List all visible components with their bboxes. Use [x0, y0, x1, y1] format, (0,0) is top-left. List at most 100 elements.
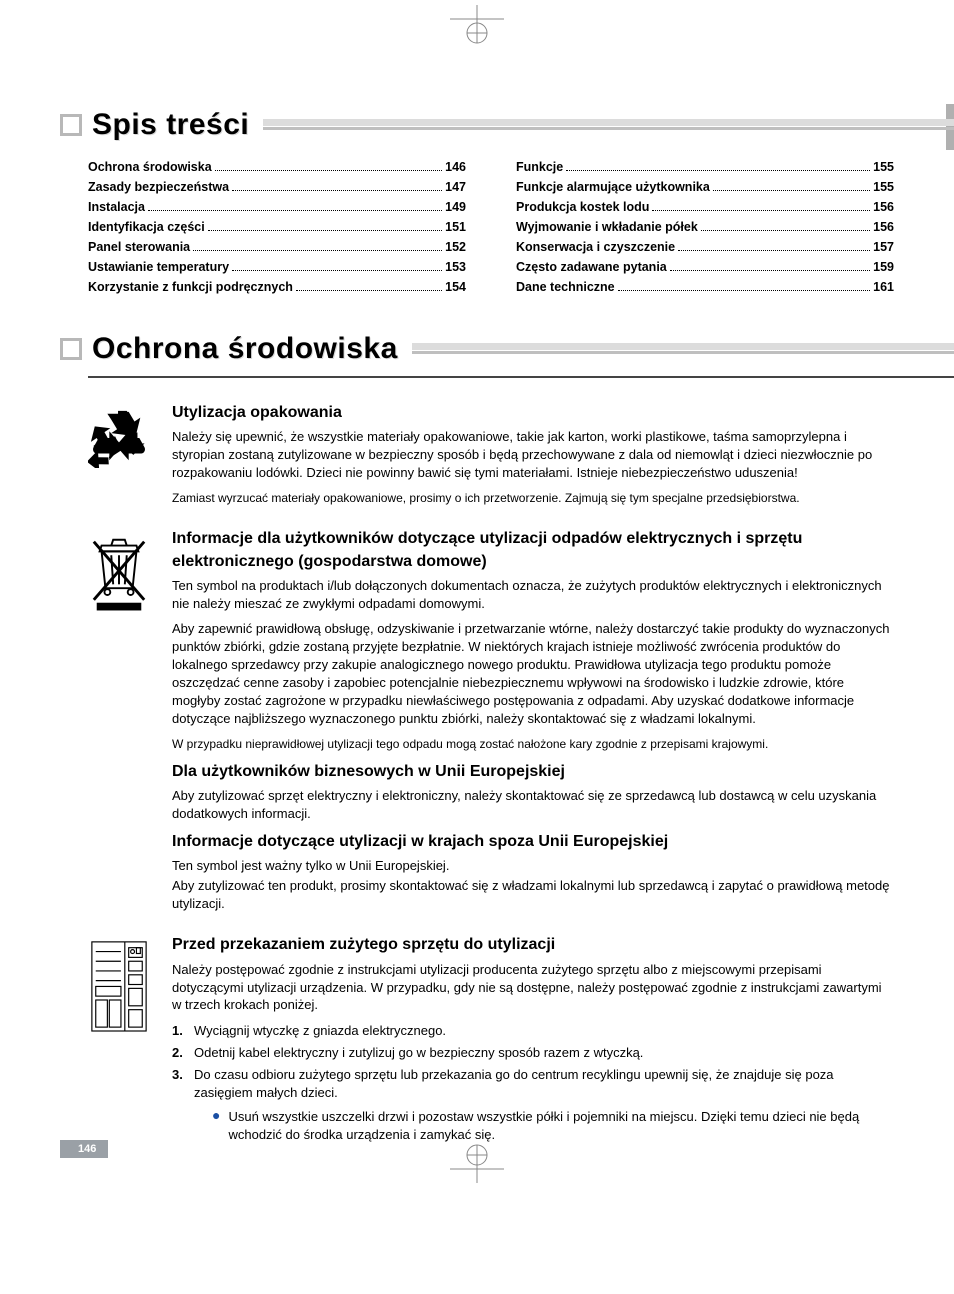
- toc-entry[interactable]: Ustawianie temperatury 153: [88, 260, 466, 274]
- toc-page: 146: [445, 160, 466, 174]
- toc-leader: [193, 250, 442, 251]
- toc-leader: [678, 250, 870, 251]
- toc-page: 147: [445, 180, 466, 194]
- section-heading-env: Ochrona środowiska: [60, 332, 894, 366]
- step-text: Odetnij kabel elektryczny i zutylizuj go…: [194, 1044, 643, 1062]
- toc-label: Produkcja kostek lodu: [516, 200, 649, 214]
- toc-entry[interactable]: Instalacja 149: [88, 200, 466, 214]
- weee-title: Informacje dla użytkowników dotyczące ut…: [172, 528, 894, 572]
- toc-page: 152: [445, 240, 466, 254]
- heading-bullet-icon: [60, 114, 82, 136]
- toc-label: Funkcje: [516, 160, 563, 174]
- toc-leader: [701, 230, 870, 231]
- toc-leader: [232, 270, 442, 271]
- toc-leader: [148, 210, 442, 211]
- toc-label: Ochrona środowiska: [88, 160, 212, 174]
- toc-entry[interactable]: Panel sterowania 152: [88, 240, 466, 254]
- toc-page: 154: [445, 280, 466, 294]
- weee-p1: Ten symbol na produktach i/lub dołączony…: [172, 577, 894, 613]
- toc: Ochrona środowiska 146 Zasady bezpieczeńst…: [60, 152, 894, 314]
- weee-p2: Aby zapewnić prawidłową obsługę, odzyski…: [172, 620, 894, 728]
- heading-bar: [263, 119, 894, 131]
- crop-mark-bottom: [450, 1143, 504, 1183]
- section-heading-toc: Spis treści: [60, 108, 894, 142]
- toc-entry[interactable]: Konserwacja i czyszczenie 157: [516, 240, 894, 254]
- before-steps-list: 1.Wyciągnij wtyczkę z gniazda elektryczn…: [172, 1022, 894, 1102]
- toc-leader: [208, 230, 442, 231]
- step-number: 1.: [172, 1022, 194, 1040]
- toc-label: Wyjmowanie i wkładanie półek: [516, 220, 698, 234]
- step-text: Do czasu odbioru zużytego sprzętu lub pr…: [194, 1066, 894, 1102]
- before-bullet-text: Usuń wszystkie uszczelki drzwi i pozosta…: [228, 1108, 894, 1144]
- toc-page: 157: [873, 240, 894, 254]
- before-title: Przed przekazaniem zużytego sprzętu do u…: [172, 934, 894, 956]
- crop-mark-top: [450, 5, 504, 45]
- toc-label: Funkcje alarmujące użytkownika: [516, 180, 710, 194]
- packaging-title: Utylizacja opakowania: [172, 402, 894, 424]
- toc-page: 155: [873, 180, 894, 194]
- toc-page: 151: [445, 220, 466, 234]
- step-number: 2.: [172, 1044, 194, 1062]
- toc-label: Instalacja: [88, 200, 145, 214]
- noneu-p2: Aby zutylizować ten produkt, prosimy sko…: [172, 877, 894, 913]
- heading-bar: [412, 343, 894, 355]
- toc-page: 153: [445, 260, 466, 274]
- recycle-icon: [88, 406, 150, 468]
- heading-bullet-icon: [60, 338, 82, 360]
- block-weee: Informacje dla użytkowników dotyczące ut…: [60, 518, 894, 924]
- weee-p3: W przypadku nieprawidłowej utylizacji te…: [172, 736, 894, 753]
- toc-label: Dane techniczne: [516, 280, 615, 294]
- heading-title: Spis treści: [92, 108, 249, 142]
- noneu-p1: Ten symbol jest ważny tylko w Unii Europ…: [172, 857, 894, 875]
- toc-entry[interactable]: Korzystanie z funkcji podręcznych154: [88, 280, 466, 294]
- noneu-title: Informacje dotyczące utylizacji w krajac…: [172, 831, 894, 853]
- toc-label: Panel sterowania: [88, 240, 190, 254]
- before-bullet: ● Usuń wszystkie uszczelki drzwi i pozos…: [172, 1108, 894, 1144]
- toc-leader: [652, 210, 870, 211]
- step-text: Wyciągnij wtyczkę z gniazda elektryczneg…: [194, 1022, 446, 1040]
- fridge-icon: [88, 938, 150, 1035]
- toc-entry[interactable]: Identyfikacja części 151: [88, 220, 466, 234]
- heading-underline: [88, 376, 954, 378]
- toc-leader: [670, 270, 870, 271]
- toc-entry[interactable]: Funkcje 155: [516, 160, 894, 174]
- before-intro: Należy postępować zgodnie z instrukcjami…: [172, 961, 894, 1015]
- toc-leader: [713, 190, 870, 191]
- toc-page: 156: [873, 200, 894, 214]
- business-p1: Aby zutylizować sprzęt elektryczny i ele…: [172, 787, 894, 823]
- toc-entry[interactable]: Ochrona środowiska 146: [88, 160, 466, 174]
- step-item: 2.Odetnij kabel elektryczny i zutylizuj …: [172, 1044, 894, 1062]
- step-item: 1.Wyciągnij wtyczkę z gniazda elektryczn…: [172, 1022, 894, 1040]
- toc-entry[interactable]: Wyjmowanie i wkładanie półek 156: [516, 220, 894, 234]
- business-title: Dla użytkowników biznesowych w Unii Euro…: [172, 761, 894, 783]
- toc-page: 155: [873, 160, 894, 174]
- weee-bin-icon: [88, 532, 150, 613]
- toc-leader: [566, 170, 870, 171]
- packaging-p2: Zamiast wyrzucać materiały opakowaniowe,…: [172, 490, 894, 507]
- toc-entry[interactable]: Często zadawane pytania 159: [516, 260, 894, 274]
- block-packaging: Utylizacja opakowania Należy się upewnić…: [60, 392, 894, 518]
- toc-entry[interactable]: Zasady bezpieczeństwa 147: [88, 180, 466, 194]
- toc-page: 161: [873, 280, 894, 294]
- toc-label: Ustawianie temperatury: [88, 260, 229, 274]
- heading-title: Ochrona środowiska: [92, 332, 398, 366]
- toc-leader: [296, 290, 442, 291]
- toc-label: Konserwacja i czyszczenie: [516, 240, 675, 254]
- toc-label: Zasady bezpieczeństwa: [88, 180, 229, 194]
- page-number: 146: [60, 1140, 108, 1158]
- bullet-dot-icon: ●: [212, 1108, 220, 1144]
- step-number: 3.: [172, 1066, 194, 1102]
- toc-page: 156: [873, 220, 894, 234]
- toc-label: Identyfikacja części: [88, 220, 205, 234]
- toc-page: 149: [445, 200, 466, 214]
- toc-leader: [232, 190, 442, 191]
- toc-entry[interactable]: Dane techniczne 161: [516, 280, 894, 294]
- toc-page: 159: [873, 260, 894, 274]
- toc-leader: [618, 290, 871, 291]
- toc-entry[interactable]: Produkcja kostek lodu 156: [516, 200, 894, 214]
- block-before-disposal: Przed przekazaniem zużytego sprzętu do u…: [60, 924, 894, 1148]
- packaging-p1: Należy się upewnić, że wszystkie materia…: [172, 428, 894, 482]
- toc-label: Często zadawane pytania: [516, 260, 667, 274]
- toc-entry[interactable]: Funkcje alarmujące użytkownika 155: [516, 180, 894, 194]
- toc-leader: [215, 170, 442, 171]
